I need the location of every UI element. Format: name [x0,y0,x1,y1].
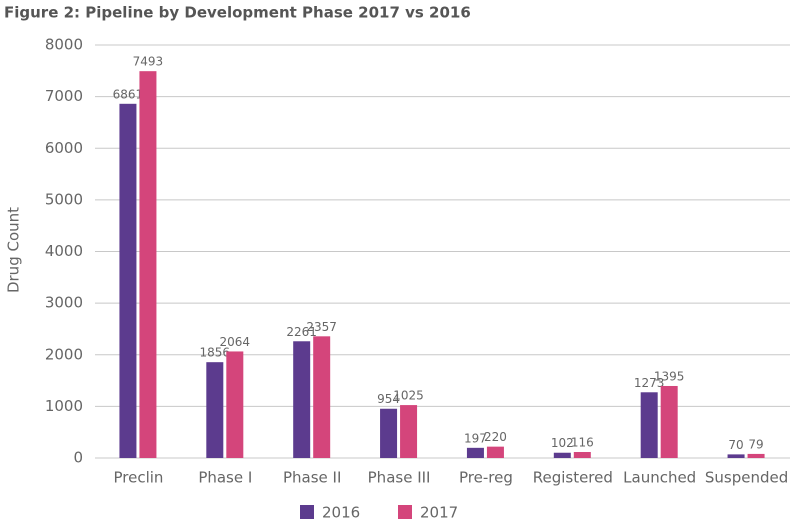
data-label: 2064 [220,335,251,349]
x-tick-label: Preclin [113,469,163,487]
y-tick-label: 4000 [45,242,83,260]
x-tick-label: Pre-reg [459,469,513,487]
y-axis-label: Drug Count [5,207,23,293]
data-label: 102 [551,436,574,450]
legend-label: 2017 [420,504,458,522]
y-tick-label: 2000 [45,345,83,363]
bar [553,452,571,458]
bar [660,385,678,458]
legend-swatch [300,505,314,519]
y-tick-label: 5000 [45,190,83,208]
chart-title: Figure 2: Pipeline by Development Phase … [4,4,471,22]
bar [466,447,484,458]
x-tick-label: Suspended [705,469,788,487]
bar [139,71,157,458]
y-tick-label: 8000 [45,36,83,54]
y-tick-label: 1000 [45,397,83,415]
bar [573,452,591,458]
bar [293,341,311,458]
legend-swatch [398,505,412,519]
bar [400,405,418,458]
data-label: 7493 [133,55,164,69]
data-label: 79 [748,437,763,451]
x-tick-label: Phase III [368,469,431,487]
data-label: 1273 [634,376,665,390]
x-tick-label: Registered [533,469,613,487]
y-tick-label: 3000 [45,294,83,312]
data-label: 954 [377,392,400,406]
legend-label: 2016 [322,504,360,522]
bar [313,336,331,458]
data-label: 197 [464,431,487,445]
y-tick-label: 6000 [45,139,83,157]
bar [747,453,765,458]
data-label: 2261 [286,325,317,339]
bar [206,362,224,458]
bar [226,351,244,458]
data-label: 1395 [654,369,685,383]
x-tick-label: Phase I [198,469,252,487]
bar [727,454,745,458]
bar [119,103,137,458]
x-tick-label: Phase II [283,469,341,487]
y-tick-label: 0 [73,449,83,467]
data-label: 70 [728,438,743,452]
y-tick-label: 7000 [45,87,83,105]
data-label: 6861 [113,87,144,101]
bar [380,408,398,458]
data-label: 1856 [200,346,231,360]
data-label: 1025 [393,389,424,403]
bar [640,392,658,458]
data-label: 116 [571,436,594,450]
data-label: 2357 [306,320,337,334]
data-label: 220 [484,430,507,444]
bar [486,446,504,458]
x-tick-label: Launched [623,469,696,487]
